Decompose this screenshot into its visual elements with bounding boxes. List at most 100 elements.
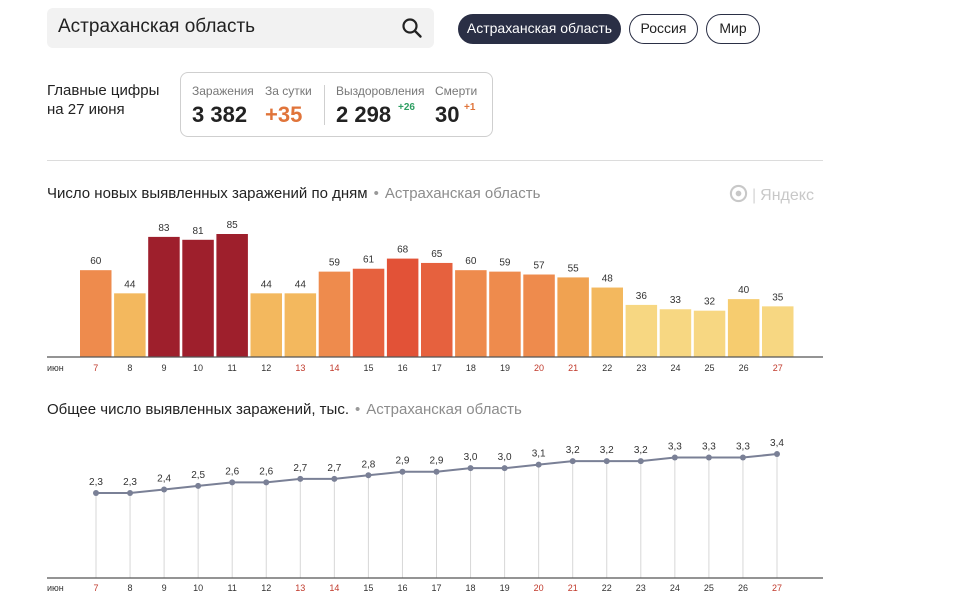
bar-19 <box>489 271 521 357</box>
point-25 <box>705 454 712 461</box>
x-tick-label: 22 <box>602 583 612 593</box>
x-tick-label: 10 <box>193 583 203 593</box>
point-22 <box>603 458 610 465</box>
bar-8 <box>114 293 146 357</box>
point-value-label: 2,5 <box>191 470 205 481</box>
point-value-label: 2,6 <box>225 466 239 477</box>
bar-value-label: 60 <box>465 256 477 267</box>
x-tick-label: 11 <box>228 583 237 593</box>
x-tick-label: 17 <box>432 363 442 373</box>
bar-value-label: 83 <box>158 223 170 234</box>
infections-caption: Заражения <box>192 84 254 98</box>
point-23 <box>637 458 644 465</box>
bar-9 <box>148 236 180 357</box>
x-tick-label: 19 <box>500 583 510 593</box>
bar-26 <box>727 299 760 357</box>
bar-value-label: 85 <box>227 220 239 231</box>
x-tick-label: 27 <box>773 363 783 373</box>
bar-chart-region: Астраханская область <box>384 185 541 202</box>
yandex-logo-icon <box>729 184 748 203</box>
x-tick-label: 26 <box>739 363 749 373</box>
x-tick-label: 23 <box>636 583 646 593</box>
bar-value-label: 40 <box>738 285 750 296</box>
point-value-label: 3,3 <box>668 442 682 453</box>
bar-value-label: 81 <box>192 226 204 237</box>
point-value-label: 3,2 <box>634 445 648 456</box>
x-tick-label: 12 <box>261 583 271 593</box>
point-value-label: 2,6 <box>259 466 273 477</box>
point-value-label: 3,3 <box>736 442 750 453</box>
point-value-label: 3,0 <box>498 452 512 463</box>
tab-astrakhan[interactable]: Астраханская область <box>458 14 621 44</box>
point-10 <box>195 482 202 489</box>
point-19 <box>501 465 508 472</box>
bar-22 <box>591 287 623 357</box>
bar-25 <box>693 310 726 357</box>
bar-chart-title-text: Число новых выявленных заражений по дням <box>47 185 368 202</box>
point-11 <box>229 479 236 486</box>
bar-value-label: 32 <box>704 297 716 308</box>
point-value-label: 2,8 <box>361 459 375 470</box>
x-tick-label: 21 <box>568 583 578 593</box>
point-7 <box>93 490 99 496</box>
x-tick-label: 8 <box>128 583 133 593</box>
yandex-logo-text: Яндекс <box>760 187 814 204</box>
point-value-label: 2,3 <box>89 477 103 488</box>
summary-title-date: на 27 июня <box>47 101 125 118</box>
x-tick-label: 24 <box>670 363 680 373</box>
bar-value-label: 55 <box>568 263 580 274</box>
x-tick-label: 13 <box>295 583 305 593</box>
x-tick-label: 9 <box>162 583 167 593</box>
bar-20 <box>523 274 555 357</box>
bar-18 <box>455 270 487 357</box>
x-tick-label: 16 <box>397 583 407 593</box>
x-tick-label: 7 <box>93 363 98 373</box>
point-9 <box>161 486 168 493</box>
x-tick-label: 13 <box>295 363 305 373</box>
x-tick-label: 17 <box>431 583 441 593</box>
per-day-caption: За сутки <box>265 84 312 98</box>
x-tick-label: 14 <box>329 583 339 593</box>
point-26 <box>739 454 746 461</box>
deaths-delta: +1 <box>464 102 476 113</box>
recovered-delta: +26 <box>398 102 415 113</box>
bar-10 <box>182 239 214 357</box>
tab-russia[interactable]: Россия <box>629 14 698 44</box>
tab-world[interactable]: Мир <box>706 14 760 44</box>
search-input[interactable]: Астраханская область <box>58 16 256 37</box>
summary-title: Главные цифры на 27 июня <box>47 81 159 119</box>
bar-value-label: 60 <box>90 256 102 267</box>
line-chart-region: Астраханская область <box>366 401 522 418</box>
bar-15 <box>352 268 385 357</box>
bar-value-label: 61 <box>363 255 375 266</box>
bar-value-label: 44 <box>124 279 136 290</box>
search-box[interactable]: Астраханская область <box>47 8 434 48</box>
point-14 <box>331 475 338 482</box>
x-tick-label: 15 <box>363 583 373 593</box>
bar-value-label: 48 <box>602 274 614 285</box>
point-27 <box>774 451 780 457</box>
bar-27 <box>762 306 794 357</box>
stats-divider <box>324 85 325 125</box>
x-tick-label: 11 <box>227 363 236 373</box>
x-tick-label: 9 <box>161 363 166 373</box>
line-chart-title: Общее число выявленных заражений, тыс. • А… <box>47 401 522 418</box>
bar-value-label: 44 <box>295 279 307 290</box>
x-tick-label: 22 <box>602 363 612 373</box>
point-16 <box>399 468 406 475</box>
point-value-label: 3,4 <box>770 438 784 449</box>
bar-14 <box>318 271 351 357</box>
point-value-label: 3,1 <box>532 449 546 460</box>
deaths-value: 30 <box>435 102 460 127</box>
x-tick-label: 20 <box>534 363 544 373</box>
stats-card: Заражения 3 382 За сутки +35 Выздоровлен… <box>180 72 493 137</box>
search-icon[interactable] <box>401 17 423 39</box>
point-12 <box>263 479 270 486</box>
month-label: июн <box>47 583 64 593</box>
line-chart-title-text: Общее число выявленных заражений, тыс. <box>47 401 349 418</box>
point-value-label: 3,0 <box>464 452 478 463</box>
yandex-logo: | Яндекс <box>729 184 814 205</box>
bar-21 <box>557 277 589 357</box>
bar-value-label: 57 <box>533 261 545 272</box>
point-24 <box>671 454 678 461</box>
